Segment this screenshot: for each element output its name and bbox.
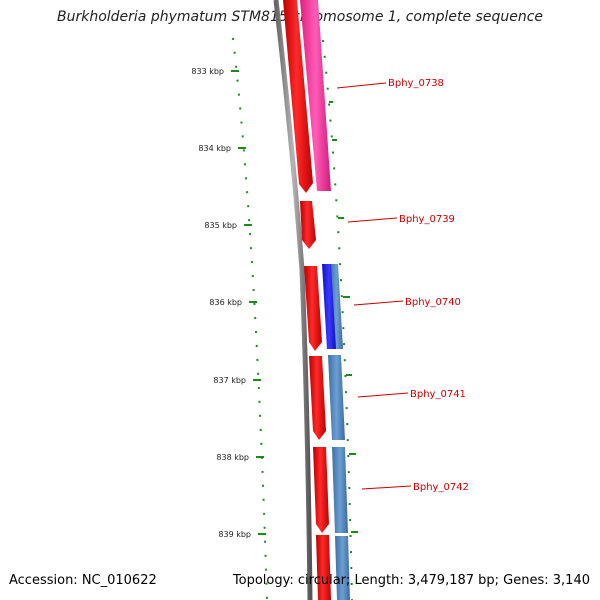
- tick-836: 836 kbp: [209, 298, 257, 307]
- tick-837: 837 kbp: [213, 376, 261, 385]
- cds-arrow-0740[interactable]: [304, 266, 322, 351]
- map-title: Burkholderia phymatum STM815 chromosome …: [56, 9, 543, 25]
- blast-track: [300, 0, 350, 600]
- cds-track: [283, 0, 331, 600]
- blast-hit-steel-b[interactable]: [328, 355, 345, 440]
- gene-label-text[interactable]: Bphy_0742: [413, 482, 469, 493]
- cds-arrow-0741[interactable]: [309, 356, 326, 440]
- gene-label-text[interactable]: Bphy_0739: [399, 214, 455, 225]
- feature-marks: [329, 101, 358, 533]
- genome-stats: Topology: circular; Length: 3,479,187 bp…: [232, 573, 590, 588]
- gene-label-0738[interactable]: Bphy_0738: [336, 78, 444, 89]
- cds-arrow-0743[interactable]: [316, 535, 331, 600]
- scale-track: [232, 37, 268, 600]
- tick-label: 833 kbp: [191, 67, 224, 76]
- gene-label-0739[interactable]: Bphy_0739: [347, 214, 455, 225]
- gene-label-text[interactable]: Bphy_0740: [405, 297, 461, 308]
- tick-label: 838 kbp: [216, 453, 249, 462]
- tick-838: 838 kbp: [216, 453, 264, 462]
- cds-arrow-0742[interactable]: [313, 447, 329, 533]
- blast-hit-steel-d[interactable]: [335, 536, 350, 600]
- accession-text: Accession: NC_010622: [9, 573, 157, 588]
- tick-834: 834 kbp: [198, 144, 246, 153]
- gene-label-0741[interactable]: Bphy_0741: [357, 389, 466, 400]
- tick-835: 835 kbp: [204, 221, 252, 230]
- blast-hit-magenta[interactable]: [300, 0, 331, 191]
- cds-arrow-0739[interactable]: [300, 201, 316, 249]
- tick-833: 833 kbp: [191, 67, 239, 76]
- chromosome-backbone: [273, 0, 313, 600]
- tick-label: 835 kbp: [204, 221, 237, 230]
- tick-label: 839 kbp: [218, 530, 251, 539]
- tick-label: 837 kbp: [213, 376, 246, 385]
- gene-label-0742[interactable]: Bphy_0742: [361, 482, 469, 493]
- gene-label-text[interactable]: Bphy_0741: [410, 389, 466, 400]
- tick-label: 836 kbp: [209, 298, 242, 307]
- blast-hit-steel-c[interactable]: [332, 447, 348, 533]
- gene-label-0740[interactable]: Bphy_0740: [353, 297, 461, 308]
- gene-label-text[interactable]: Bphy_0738: [388, 78, 444, 89]
- cds-arrow-0738[interactable]: [283, 0, 313, 193]
- tick-839: 839 kbp: [218, 530, 266, 539]
- blast-hit-blue[interactable]: [322, 264, 336, 349]
- tick-label: 834 kbp: [198, 144, 231, 153]
